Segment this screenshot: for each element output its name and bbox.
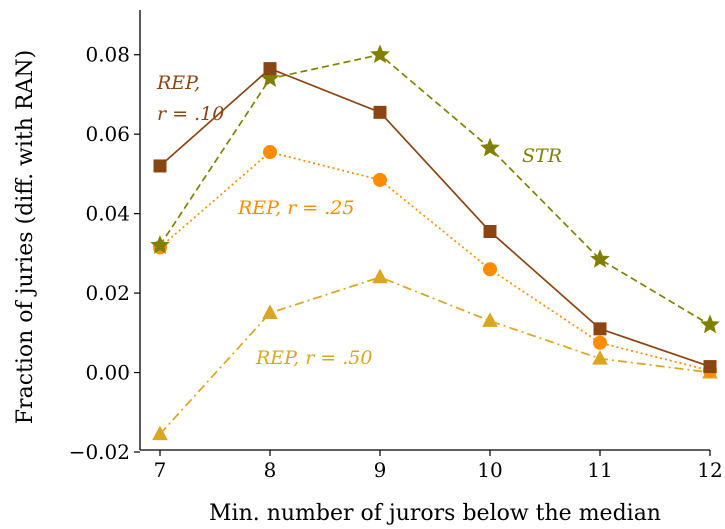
x-tick-label: 9 xyxy=(374,458,387,482)
data-point-rep10 xyxy=(373,105,387,119)
data-point-str xyxy=(700,314,720,334)
series-line-rep50 xyxy=(159,276,711,435)
y-tick-label: 0.02 xyxy=(85,281,130,305)
data-point-str xyxy=(150,235,170,254)
series-label-rep10: r = .10 xyxy=(157,103,224,125)
y-axis-title: Fraction of juries (diff. with RAN) xyxy=(13,50,38,424)
axes: 7 8 9 10 11 12 −0.02 0.00 0.02 0.04 0.06 0.08 xyxy=(69,10,723,482)
series-line-str xyxy=(159,53,711,326)
series-label-rep50: REP, r = .50 xyxy=(255,347,373,369)
data-point-str xyxy=(370,44,390,64)
series-line-rep10 xyxy=(159,67,711,368)
data-point-str xyxy=(480,137,500,157)
data-point-rep50 xyxy=(482,312,498,327)
data-point-rep50 xyxy=(262,304,278,319)
y-tick-label: 0.04 xyxy=(85,202,130,226)
data-point-rep25 xyxy=(483,262,497,277)
x-tick-label: 12 xyxy=(697,458,722,482)
y-tick-label: 0.00 xyxy=(85,361,130,385)
series-layer xyxy=(150,44,720,441)
x-axis-title: Min. number of jurors below the median xyxy=(209,501,661,526)
data-point-rep10 xyxy=(703,360,717,374)
series-rep50 xyxy=(152,268,718,441)
data-point-rep25 xyxy=(263,145,277,160)
data-point-rep50 xyxy=(372,268,388,284)
series-line-rep25 xyxy=(159,151,711,372)
series-rep10 xyxy=(153,62,717,374)
x-tick-label: 11 xyxy=(587,458,612,482)
data-point-str xyxy=(590,248,610,268)
data-point-rep10 xyxy=(593,322,607,336)
data-point-str xyxy=(260,68,280,87)
data-point-rep50 xyxy=(152,425,168,441)
series-label-str: STR xyxy=(522,145,562,167)
data-point-rep50 xyxy=(592,350,608,365)
series-label-rep25: REP, r = .25 xyxy=(237,197,355,219)
data-point-rep10 xyxy=(483,225,497,239)
series-label-rep10: REP, xyxy=(156,72,200,94)
series-str xyxy=(150,44,720,334)
y-tick-label: 0.06 xyxy=(85,122,130,146)
data-point-rep25 xyxy=(593,335,607,350)
x-tick-label: 8 xyxy=(264,458,277,482)
data-point-rep10 xyxy=(263,62,277,76)
data-point-rep25 xyxy=(373,172,387,187)
series-labels: REP, r = .10 STR REP, r = .25 REP, r = .50 xyxy=(156,72,562,369)
y-tick-label: 0.08 xyxy=(85,43,130,67)
x-tick-label: 7 xyxy=(154,458,167,482)
x-tick-label: 10 xyxy=(477,458,502,482)
data-point-rep10 xyxy=(153,159,167,173)
series-rep25 xyxy=(153,145,717,378)
y-tick-label: −0.02 xyxy=(69,440,130,464)
